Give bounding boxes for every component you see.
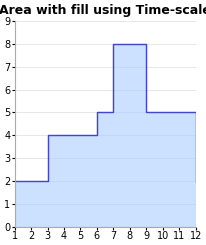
Polygon shape	[15, 44, 196, 227]
Title: Area with fill using Time-scale: Area with fill using Time-scale	[0, 4, 206, 17]
